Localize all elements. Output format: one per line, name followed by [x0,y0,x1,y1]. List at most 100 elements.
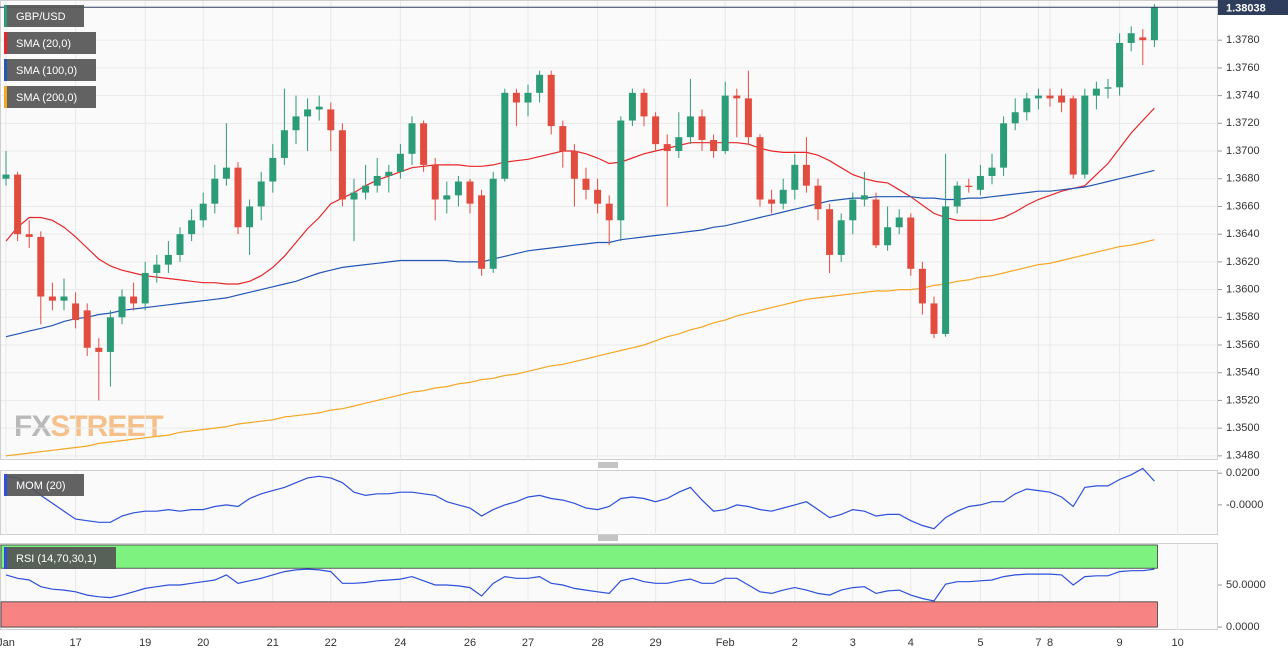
legend-label: SMA (20,0) [16,38,71,50]
x-tick-label: 7 [1035,637,1041,649]
candle-body [292,116,300,131]
candle-body [431,164,439,200]
x-tick-label: 29 [649,637,661,649]
momentum-panel [0,470,1218,535]
y-tick-label: 1.3620 [1226,256,1260,268]
y-tick-label: 1.3540 [1226,367,1260,379]
legend-label: SMA (200,0) [16,92,77,104]
candle-body [60,296,68,301]
candle-body [106,317,114,352]
candle-body [1069,98,1077,175]
candle-body [628,92,636,121]
candle-body [1046,95,1054,99]
candle-body [547,74,555,127]
indicator-line [5,467,1155,530]
candle-body [153,264,161,273]
y-tick-label: 1.3520 [1226,394,1260,406]
candle-body [25,234,33,237]
candle-body [95,347,103,352]
overbought-band [0,544,1158,569]
candle-body [884,227,892,246]
legend-label: SMA (100,0) [16,65,77,77]
candle-body [257,181,265,207]
watermark-prefix: FX [14,410,51,443]
indicator-line [5,568,1155,602]
oversold-band [0,601,1158,628]
candle-body [1092,88,1100,96]
legend-box [4,547,116,569]
candle-body [350,192,358,200]
candle-body [72,303,80,321]
candle-body [118,296,126,318]
candle-body [837,220,845,255]
legend-label: GBP/USD [16,11,66,23]
legend-box [4,32,96,54]
candle-body [512,92,520,103]
legend-label: MOM (20) [16,480,66,492]
candle-body [188,220,196,235]
legend-box [4,5,84,27]
candle-body [1081,95,1089,175]
candle-body [652,116,660,145]
candle-body [1127,33,1135,43]
y-tick-label: 1.3700 [1226,145,1260,157]
legend-swatch [4,474,7,496]
y-tick-label: 1.3760 [1226,62,1260,74]
candle-body [269,157,277,182]
y-tick-label: 0.0000 [1226,621,1260,633]
candle-body [385,171,393,176]
x-tick-label: 19 [139,637,151,649]
legend-swatch [4,32,7,54]
candle-body [594,189,602,204]
candle-body [582,178,590,190]
candle-body [733,95,741,99]
indicator-line [5,107,1155,285]
candle-body [234,167,242,228]
candle-body [953,185,961,207]
candle-body [373,175,381,186]
candle-body [860,195,868,200]
candle-body [814,185,822,210]
candle-body [327,109,335,131]
y-tick-label: 50.0000 [1226,579,1266,591]
y-tick-label: 1.3780 [1226,34,1260,46]
candle-body [2,174,10,179]
candle-body [199,203,207,221]
panel-resize-handle[interactable] [598,462,618,468]
candle-body [675,137,683,152]
candle-body [524,92,532,103]
candle-body [744,98,752,138]
y-tick-label: 0.0200 [1226,467,1260,479]
candle-body [536,74,544,93]
legend-box [4,86,96,108]
x-tick-label: 24 [394,637,406,649]
candle-body [907,217,915,269]
candle-body [14,174,22,235]
candle-body [315,106,323,110]
candle-body [130,296,138,304]
y-tick-label: 1.3740 [1226,90,1260,102]
candle-body [1150,7,1158,41]
candle-body [895,217,903,228]
legend-swatch [4,5,7,27]
x-tick-label: Feb [716,637,735,649]
candle-body [930,303,938,334]
candle-body [756,137,764,200]
candle-body [802,164,810,186]
x-tick-label: 17 [69,637,81,649]
candle-body [617,120,625,221]
candle-body [686,116,694,138]
x-tick-label: 8 [1047,637,1053,649]
candle-body [454,181,462,196]
candle-body [559,126,567,152]
candle-body [501,92,509,179]
x-tick-label: 21 [267,637,279,649]
x-tick-label: 5 [977,637,983,649]
candle-body [246,206,254,228]
x-tick-label: 28 [591,637,603,649]
candle-body [141,272,149,304]
panel-resize-handle[interactable] [598,535,618,541]
candle-body [1011,112,1019,124]
y-tick-label: 1.3600 [1226,283,1260,295]
